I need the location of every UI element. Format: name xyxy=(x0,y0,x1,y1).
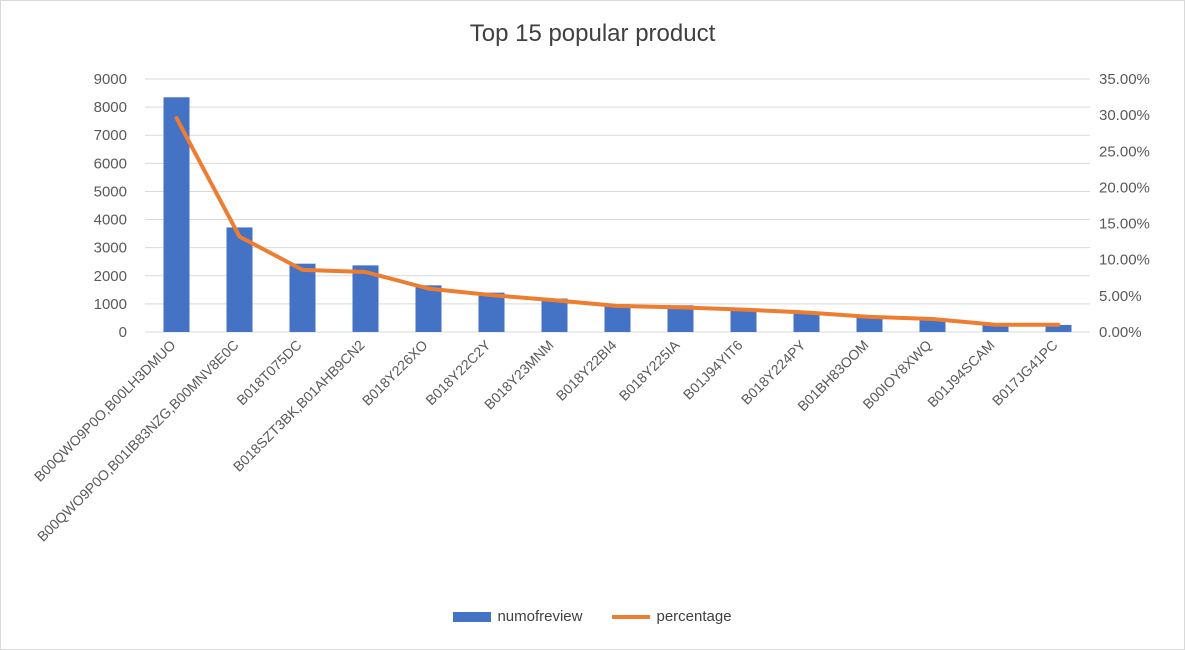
y-left-tick-label: 9000 xyxy=(94,71,127,88)
y-left-tick-label: 2000 xyxy=(94,268,127,285)
legend-swatch-line xyxy=(612,614,651,619)
y-left-tick-label: 1000 xyxy=(94,296,127,313)
bar[interactable] xyxy=(793,311,820,332)
y-left-tick-label: 6000 xyxy=(94,155,127,172)
y-left-tick-label: 8000 xyxy=(94,99,127,116)
y-right-tick-label: 35.00% xyxy=(1099,71,1150,88)
y-left-tick-label: 4000 xyxy=(94,212,127,229)
x-tick-label: B018Y226XO xyxy=(359,337,431,409)
bar[interactable] xyxy=(541,298,568,332)
x-tick-label: B018SZT3BK,B01AHB9CN2 xyxy=(230,337,368,475)
x-tick-label: B018Y225IA xyxy=(616,336,683,403)
bar[interactable] xyxy=(226,227,253,332)
bar[interactable] xyxy=(1045,324,1072,332)
x-tick-label: B018Y22BI4 xyxy=(553,337,620,404)
y-left-tick-label: 0 xyxy=(119,324,127,341)
y-left-tick-label: 7000 xyxy=(94,127,127,144)
legend: numofreview percentage xyxy=(0,608,1185,625)
legend-label-bars: numofreview xyxy=(497,608,583,625)
bar[interactable] xyxy=(352,265,379,332)
x-tick-label: B018Y224PY xyxy=(738,336,809,407)
y-right-tick-label: 20.00% xyxy=(1099,179,1150,196)
x-tick-label: B01J94SCAM xyxy=(924,337,997,410)
x-tick-label: B018Y22C2Y xyxy=(422,336,494,408)
percentage-line[interactable] xyxy=(174,116,1061,327)
x-tick-label: B01J94YIT6 xyxy=(680,337,746,403)
x-tick-label: B018T075DC xyxy=(233,337,304,408)
x-tick-label: B017JG41PC xyxy=(989,337,1061,409)
y-right-tick-label: 25.00% xyxy=(1099,143,1150,160)
bar[interactable] xyxy=(919,318,946,332)
y-left-tick-label: 5000 xyxy=(94,183,127,200)
bar[interactable] xyxy=(667,305,694,332)
legend-swatch-bars xyxy=(453,611,492,622)
bar[interactable] xyxy=(856,316,883,332)
bar[interactable] xyxy=(289,263,316,332)
y-right-tick-label: 10.00% xyxy=(1099,252,1150,269)
bar[interactable] xyxy=(982,324,1009,332)
y-right-tick-label: 30.00% xyxy=(1099,107,1150,124)
legend-item-bars[interactable]: numofreview xyxy=(453,608,582,625)
y-right-tick-label: 0.00% xyxy=(1099,324,1142,341)
legend-item-line[interactable]: percentage xyxy=(612,608,732,625)
bar[interactable] xyxy=(478,292,505,332)
y-right-tick-label: 5.00% xyxy=(1099,288,1142,305)
bar[interactable] xyxy=(415,285,442,332)
legend-label-line: percentage xyxy=(656,608,732,625)
y-right-tick-label: 15.00% xyxy=(1099,216,1150,233)
bar[interactable] xyxy=(604,304,631,332)
y-left-tick-label: 3000 xyxy=(94,240,127,257)
bar[interactable] xyxy=(730,308,757,332)
chart-title: Top 15 popular product xyxy=(469,20,716,47)
